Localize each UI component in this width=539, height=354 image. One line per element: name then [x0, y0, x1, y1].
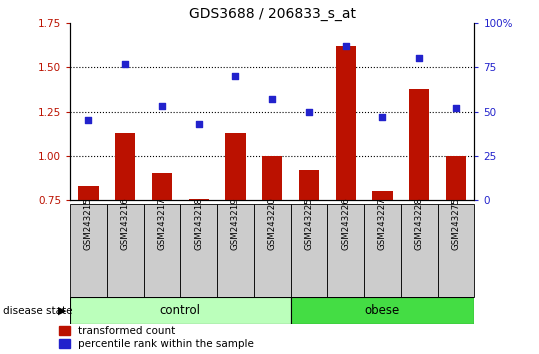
Point	[157, 103, 166, 109]
Bar	[299, 170, 319, 200]
Text: disease state: disease state	[3, 306, 72, 316]
Bar	[401, 204, 438, 297]
Text: GSM243217: GSM243217	[157, 198, 167, 251]
Text: obese: obese	[365, 304, 400, 317]
Bar	[364, 204, 401, 297]
Bar	[70, 204, 107, 297]
Point	[121, 61, 129, 67]
Text: GSM243275: GSM243275	[452, 198, 460, 251]
Bar	[70, 297, 291, 324]
Bar	[262, 156, 282, 200]
Bar	[372, 191, 392, 200]
Bar	[291, 297, 474, 324]
Bar	[189, 199, 209, 200]
Bar	[115, 133, 135, 200]
Text: control: control	[160, 304, 201, 317]
Point	[415, 56, 424, 61]
Bar	[78, 186, 99, 200]
Point	[452, 105, 460, 111]
Title: GDS3688 / 206833_s_at: GDS3688 / 206833_s_at	[189, 7, 356, 21]
Point	[231, 73, 240, 79]
Bar	[336, 46, 356, 200]
Bar	[143, 204, 181, 297]
Text: GSM243216: GSM243216	[121, 198, 130, 251]
Bar	[291, 204, 327, 297]
Point	[305, 109, 313, 114]
Text: GSM243227: GSM243227	[378, 198, 387, 251]
Bar	[438, 204, 474, 297]
Text: GSM243228: GSM243228	[414, 198, 424, 251]
Point	[195, 121, 203, 127]
Bar	[254, 204, 291, 297]
Bar	[225, 133, 246, 200]
Text: GSM243220: GSM243220	[268, 198, 277, 251]
Text: GSM243226: GSM243226	[341, 198, 350, 251]
Point	[341, 43, 350, 49]
Point	[84, 118, 93, 123]
Bar	[107, 204, 143, 297]
Text: GSM243219: GSM243219	[231, 198, 240, 251]
Text: ▶: ▶	[58, 306, 66, 316]
Bar	[181, 204, 217, 297]
Text: GSM243218: GSM243218	[194, 198, 203, 251]
Bar	[327, 204, 364, 297]
Point	[268, 96, 277, 102]
Bar	[409, 88, 429, 200]
Bar	[217, 204, 254, 297]
Legend: transformed count, percentile rank within the sample: transformed count, percentile rank withi…	[59, 326, 254, 349]
Text: GSM243225: GSM243225	[305, 198, 314, 251]
Bar	[446, 156, 466, 200]
Bar	[152, 173, 172, 200]
Text: GSM243215: GSM243215	[84, 198, 93, 251]
Point	[378, 114, 387, 120]
